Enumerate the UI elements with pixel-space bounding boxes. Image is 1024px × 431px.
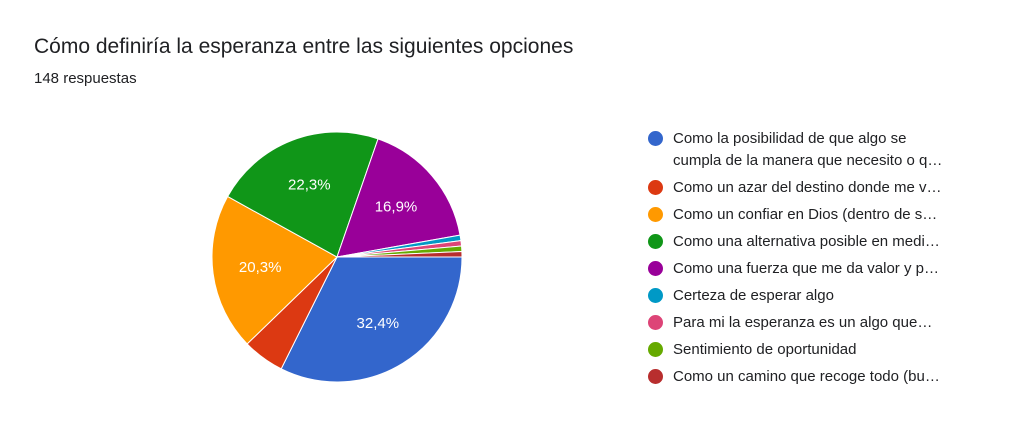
legend-swatch-1 bbox=[648, 131, 663, 146]
legend-swatch-2 bbox=[648, 180, 663, 195]
legend-label-8: Sentimiento de oportunidad bbox=[673, 341, 857, 358]
pie-slice-4[interactable] bbox=[226, 131, 379, 258]
legend-item-1[interactable]: Como la posibilidad de que algo se cumpla… bbox=[648, 128, 1008, 172]
response-count: 148 respuestas bbox=[34, 70, 137, 87]
slice-label-1: 32,4% bbox=[357, 315, 400, 332]
legend-label-3: Como un confiar en Dios (dentro de s… bbox=[673, 206, 938, 223]
legend-label-5: Como una fuerza que me da valor y p… bbox=[673, 260, 939, 277]
legend-label-4: Como una alternativa posible en medi… bbox=[673, 233, 940, 250]
pie-slice-9[interactable] bbox=[336, 250, 463, 258]
legend-label-9: Como un camino que recoge todo (bu… bbox=[673, 368, 940, 385]
legend-item-8[interactable]: Sentimiento de oportunidad bbox=[648, 339, 1008, 361]
legend-item-7[interactable]: Para mi la esperanza es un algo que… bbox=[648, 312, 1008, 334]
legend-swatch-6 bbox=[648, 288, 663, 303]
legend-swatch-4 bbox=[648, 234, 663, 249]
legend-label-6: Certeza de esperar algo bbox=[673, 287, 834, 304]
pie-slice-1[interactable] bbox=[280, 256, 463, 383]
legend-swatch-7 bbox=[648, 315, 663, 330]
legend-swatch-9 bbox=[648, 369, 663, 384]
legend-item-4[interactable]: Como una alternativa posible en medi… bbox=[648, 231, 1008, 253]
slice-label-5: 16,9% bbox=[375, 199, 418, 216]
legend: Como la posibilidad de que algo se cumpla… bbox=[648, 128, 1008, 393]
legend-item-9[interactable]: Como un camino que recoge todo (bu… bbox=[648, 366, 1008, 388]
legend-label-2: Como un azar del destino donde me v… bbox=[673, 179, 942, 196]
chart-title: Cómo definiría la esperanza entre las si… bbox=[34, 35, 574, 58]
legend-item-6[interactable]: Certeza de esperar algo bbox=[648, 285, 1008, 307]
legend-swatch-3 bbox=[648, 207, 663, 222]
legend-item-5[interactable]: Como una fuerza que me da valor y p… bbox=[648, 258, 1008, 280]
slice-label-3: 20,3% bbox=[239, 259, 282, 276]
legend-swatch-5 bbox=[648, 261, 663, 276]
legend-item-2[interactable]: Como un azar del destino donde me v… bbox=[648, 177, 1008, 199]
pie-slice-3[interactable] bbox=[211, 195, 338, 345]
legend-label-1: Como la posibilidad de que algo se cumpla… bbox=[673, 130, 943, 169]
slice-label-4: 22,3% bbox=[288, 177, 331, 194]
legend-item-3[interactable]: Como un confiar en Dios (dentro de s… bbox=[648, 204, 1008, 226]
legend-label-7: Para mi la esperanza es un algo que… bbox=[673, 314, 933, 331]
legend-swatch-8 bbox=[648, 342, 663, 357]
pie-slice-5[interactable] bbox=[336, 138, 461, 258]
